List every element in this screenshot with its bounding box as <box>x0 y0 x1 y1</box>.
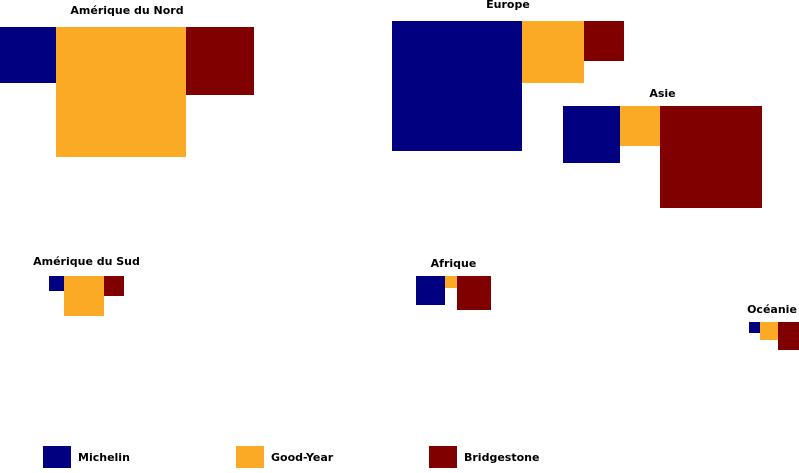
legend-item-michelin: Michelin <box>43 446 130 468</box>
legend-label-bridgestone: Bridgestone <box>464 450 540 464</box>
legend-item-bridgestone: Bridgestone <box>429 446 539 468</box>
square-europe-michelin <box>392 21 522 151</box>
square-europe-bridgestone <box>584 21 624 61</box>
region-label: Europe <box>486 0 530 11</box>
legend-swatch-goodyear <box>236 446 264 468</box>
square-amerique-du-nord-good-year <box>56 27 186 157</box>
region-label: Amérique du Nord <box>70 4 184 17</box>
region-label: Asie <box>649 87 676 100</box>
square-afrique-bridgestone <box>457 276 491 310</box>
square-afrique-michelin <box>416 276 445 305</box>
square-amerique-du-nord-michelin <box>0 27 56 83</box>
square-amerique-du-nord-bridgestone <box>186 27 254 95</box>
legend-item-goodyear: Good-Year <box>236 446 333 468</box>
square-oceanie-bridgestone <box>778 322 799 350</box>
square-amerique-du-sud-michelin <box>49 276 64 291</box>
legend-label-michelin: Michelin <box>78 450 130 464</box>
square-afrique-good-year <box>445 276 457 288</box>
square-asie-bridgestone <box>660 106 762 208</box>
square-amerique-du-sud-good-year <box>64 276 104 316</box>
region-label: Amérique du Sud <box>33 255 140 268</box>
legend-swatch-bridgestone <box>429 446 457 468</box>
square-oceanie-michelin <box>749 322 760 333</box>
square-europe-good-year <box>522 21 584 83</box>
legend-swatch-michelin <box>43 446 71 468</box>
legend-label-goodyear: Good-Year <box>271 450 334 464</box>
square-asie-good-year <box>620 106 660 146</box>
square-oceanie-good-year <box>760 322 778 340</box>
region-label: Afrique <box>430 257 477 270</box>
square-asie-michelin <box>563 106 620 163</box>
region-label: Océanie <box>747 303 797 316</box>
square-amerique-du-sud-bridgestone <box>104 276 124 296</box>
